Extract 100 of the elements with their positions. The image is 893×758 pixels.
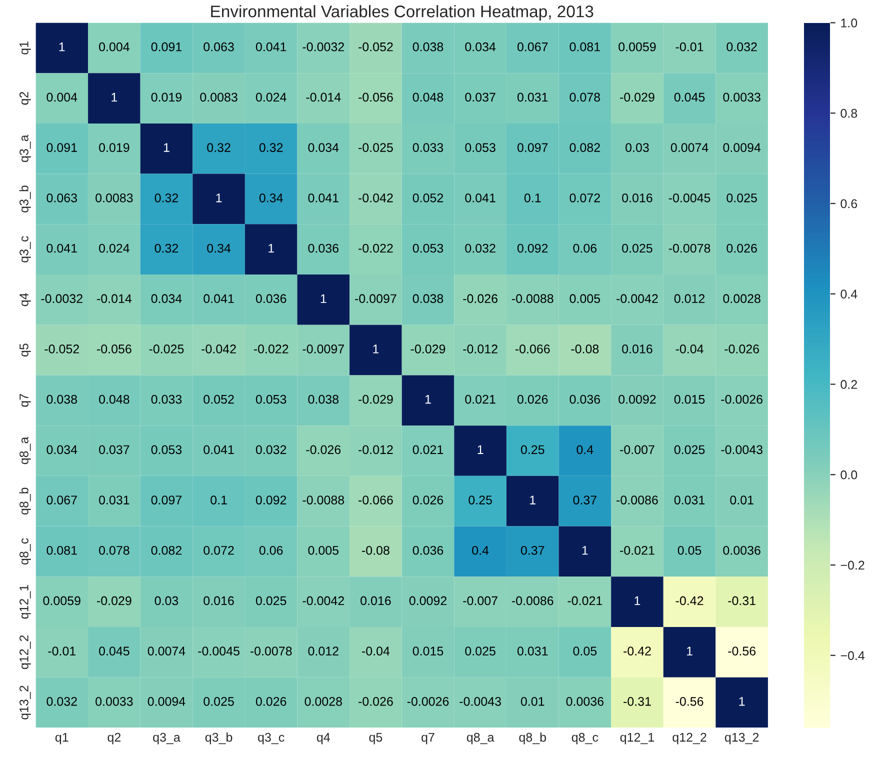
data-label: 0.015 [412, 646, 444, 656]
data-label: 0.037 [465, 92, 496, 102]
data-label: 0.0033 [723, 92, 760, 102]
data-label: -0.007 [620, 445, 654, 454]
color-bar-label: 0.8 [840, 108, 858, 118]
x-tick-label: q3_b [205, 732, 232, 744]
y-tick-label: q8_c [20, 538, 31, 564]
data-label: -0.01 [676, 42, 704, 52]
data-label: -0.066 [515, 344, 550, 354]
data-label: 0.034 [46, 445, 78, 454]
data-label: -0.029 [358, 394, 393, 404]
data-label: 0.036 [412, 546, 444, 555]
data-label: 0.097 [151, 496, 182, 504]
data-label: 1 [320, 294, 326, 303]
data-label: 0.081 [570, 42, 600, 52]
data-label: -0.0026 [407, 697, 449, 706]
data-label: 0.036 [308, 244, 338, 253]
data-label: 0.021 [465, 394, 496, 404]
data-label: -0.014 [97, 294, 132, 304]
data-label: 0.026 [412, 496, 444, 504]
x-tick-label: q3_a [153, 732, 180, 744]
data-label: 0.0092 [409, 596, 446, 606]
y-tick-label: q3_c [20, 236, 31, 262]
data-label: 0.032 [465, 244, 496, 253]
data-label: 0.03 [626, 143, 649, 152]
data-label: -0.029 [97, 596, 132, 606]
data-label: -0.0045 [668, 193, 710, 202]
data-label: 0.25 [520, 445, 544, 454]
data-label: 0.1 [210, 496, 227, 504]
data-label: -0.0088 [302, 496, 344, 504]
data-label: 0.0059 [618, 42, 656, 52]
data-label: -0.31 [624, 697, 651, 706]
data-label: 0.016 [204, 596, 234, 606]
color-bar-label: 0.6 [840, 199, 858, 208]
data-label: 1 [373, 344, 379, 354]
y-tick-label: q12_2 [20, 635, 31, 670]
data-label: 0.038 [412, 294, 444, 304]
data-label: 0.32 [154, 244, 178, 253]
x-tick-label: q12_1 [620, 732, 654, 744]
data-label: 0.053 [256, 394, 286, 404]
color-bar-label: 0.2 [840, 380, 857, 389]
data-label: 0.024 [256, 92, 286, 102]
data-label: 0.1 [524, 193, 541, 202]
data-label: 0.005 [308, 546, 339, 555]
y-tick-label: q8_b [19, 488, 31, 514]
data-label: 0.081 [46, 546, 77, 555]
data-label: 0.025 [622, 244, 652, 253]
data-label: 0.052 [412, 193, 444, 202]
data-label: 0.078 [570, 92, 600, 102]
data-label: 0.082 [570, 143, 600, 152]
data-label: 0.0083 [96, 193, 133, 202]
data-label: -0.42 [676, 596, 704, 606]
data-label: 0.0092 [618, 394, 656, 404]
data-label: -0.08 [571, 344, 599, 354]
data-label: 0.37 [520, 546, 544, 555]
data-label: 0.0074 [670, 143, 708, 152]
color-bar-label: 0.4 [840, 290, 858, 299]
data-label: 0.082 [151, 546, 182, 555]
data-label: -0.026 [463, 294, 498, 304]
color-bar-label: −0.4 [840, 651, 865, 660]
data-label: 0.048 [412, 92, 444, 102]
data-label: -0.025 [358, 143, 393, 152]
data-label: -0.025 [149, 344, 184, 354]
data-label: -0.026 [358, 697, 393, 706]
data-label: 1 [478, 445, 484, 454]
data-label: 1 [530, 496, 536, 504]
color-bar-label: 0.0 [840, 470, 858, 480]
data-label: 0.025 [726, 193, 757, 202]
data-label: 0.091 [46, 143, 77, 152]
data-label: 0.092 [256, 496, 286, 504]
data-label: 0.052 [204, 394, 234, 404]
data-label: 0.4 [472, 546, 489, 555]
x-tick-label: q2 [108, 732, 120, 744]
data-label: 0.078 [99, 546, 130, 555]
data-label: 0.025 [465, 646, 496, 656]
data-label: 0.32 [207, 143, 230, 152]
data-label: 0.06 [573, 244, 597, 253]
data-label: 0.063 [46, 193, 77, 202]
data-label: 0.041 [204, 445, 234, 454]
chart-title: Environmental Variables Correlation Heatmap, 2013 [211, 5, 594, 21]
y-tick-label: q13_2 [20, 686, 31, 720]
data-label: 1 [59, 42, 65, 52]
data-label: -0.0032 [302, 42, 344, 52]
data-label: 0.034 [308, 143, 339, 152]
data-label: 0.0033 [96, 697, 133, 706]
data-label: -0.0026 [721, 394, 762, 404]
data-label: 0.0036 [566, 697, 604, 706]
data-label: -0.04 [362, 646, 390, 656]
data-label: -0.026 [306, 445, 341, 454]
data-label: 0.038 [308, 394, 338, 404]
data-label: 0.01 [520, 697, 544, 706]
x-tick-label: q13_2 [724, 732, 759, 744]
data-label: 1 [634, 596, 640, 606]
data-label: 0.053 [151, 445, 182, 454]
data-label: -0.0078 [250, 646, 292, 656]
x-tick-label: q8_c [572, 732, 598, 744]
data-label: 0.032 [726, 42, 757, 52]
y-tick-label: q4 [20, 293, 31, 306]
data-label: 0.05 [678, 546, 702, 555]
data-label: 0.031 [99, 496, 130, 504]
